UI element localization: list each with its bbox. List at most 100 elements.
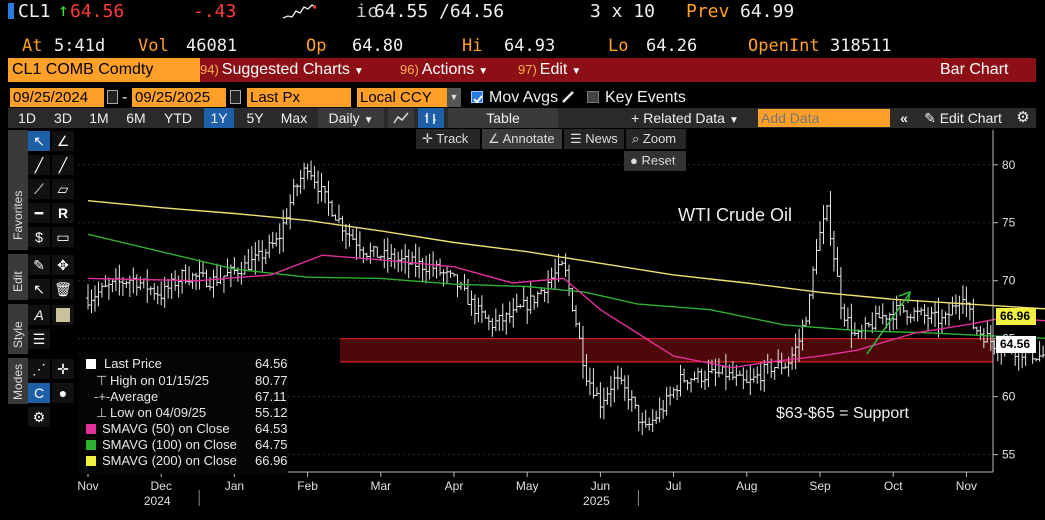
- bar-chart-icon[interactable]: [418, 108, 444, 128]
- pointer-icon[interactable]: ↖: [28, 131, 50, 151]
- legend-sma200[interactable]: SMAVG (200) on Close 66.96: [78, 453, 288, 469]
- tab-style[interactable]: Style: [8, 304, 28, 354]
- period-1m[interactable]: 1M: [89, 110, 109, 126]
- sparkline-icon: [282, 4, 316, 19]
- menu-suggested-charts[interactable]: 94) Suggested Charts ▼: [200, 58, 364, 82]
- menu-edit[interactable]: 97) Edit ▼: [518, 58, 581, 82]
- cycle-mode-icon[interactable]: C: [28, 383, 50, 403]
- add-data-input[interactable]: [758, 109, 890, 127]
- legend-swatch: [86, 456, 96, 466]
- x-tick-label: Oct: [884, 479, 903, 493]
- fill-color-icon[interactable]: [52, 305, 74, 325]
- edit-chart-button[interactable]: ✎ Edit Chart: [916, 108, 1010, 128]
- period-max[interactable]: Max: [280, 110, 308, 126]
- period-1y[interactable]: 1Y: [204, 108, 234, 128]
- support-annotation[interactable]: $63-$65 = Support: [776, 405, 910, 422]
- tab-favorites[interactable]: Favorites: [8, 130, 28, 250]
- x-tick-label: Jun: [591, 479, 610, 493]
- period-1d[interactable]: 1D: [18, 110, 36, 126]
- op-value: 64.80: [352, 36, 404, 56]
- period-5y[interactable]: 5Y: [246, 110, 264, 126]
- openint-value: 318511: [830, 36, 892, 56]
- field-select[interactable]: Last Px: [247, 88, 351, 107]
- pencil-icon[interactable]: [561, 90, 575, 104]
- chart-toolbar: 1D 3D 1M 6M YTD 1Y 5Y Max Daily ▼ Table +…: [8, 108, 1036, 128]
- calendar-icon[interactable]: [107, 90, 118, 104]
- ticker-symbol[interactable]: CL1: [18, 1, 51, 22]
- period-3d[interactable]: 3D: [54, 110, 72, 126]
- related-data-button[interactable]: + Related Data ▼: [620, 108, 750, 128]
- security-field[interactable]: CL1 COMB Comdty: [8, 58, 200, 82]
- crosshair-mode-icon[interactable]: ✛: [52, 359, 74, 379]
- line-style-icon[interactable]: ☰: [28, 329, 50, 349]
- trend-tool-icon[interactable]: ⟋: [28, 179, 50, 199]
- channel-tool-icon[interactable]: ▱: [52, 179, 74, 199]
- angle-tool-icon[interactable]: ∠: [52, 131, 74, 151]
- sma200-price-badge: 66.96: [996, 307, 1036, 325]
- currency-dropdown-icon[interactable]: ▼: [447, 88, 461, 107]
- tab-modes[interactable]: Modes: [8, 358, 28, 404]
- edit-chart-label: Edit Chart: [939, 110, 1002, 126]
- legend-label: SMAVG (100) on Close: [102, 437, 237, 452]
- drawing-tools-panel: Favorites Edit Style Modes ↖ ∠ ╱ ╱ ⟋ ▱ ━…: [8, 128, 78, 428]
- track-button[interactable]: ✛ Track: [416, 129, 480, 149]
- line-tool-icon[interactable]: ╱: [28, 155, 50, 175]
- annotate-button[interactable]: ∠ Annotate: [482, 129, 562, 149]
- support-zone: [340, 338, 993, 362]
- legend-label: Last Price: [104, 356, 162, 371]
- start-date-field[interactable]: 09/25/2024: [10, 88, 104, 107]
- collapse-icon[interactable]: «: [900, 110, 908, 126]
- currency-select[interactable]: Local CCY: [357, 88, 447, 107]
- bid-ask: 64.55 /64.56: [374, 1, 505, 22]
- move-icon[interactable]: ✥: [52, 255, 74, 275]
- retracement-icon[interactable]: R: [52, 203, 74, 223]
- chart-legend[interactable]: Last Price 64.56 ⊤ High on 01/15/25 80.7…: [78, 352, 288, 474]
- table-button[interactable]: Table: [448, 108, 558, 128]
- y-tick-label: 75: [1002, 216, 1016, 230]
- legend-label: High on 01/15/25: [110, 373, 210, 388]
- mov-avgs-checkbox[interactable]: [471, 91, 483, 104]
- legend-last-price[interactable]: Last Price 64.56: [78, 356, 288, 372]
- legend-sma50[interactable]: SMAVG (50) on Close 64.53: [78, 421, 288, 437]
- line-chart-icon[interactable]: [388, 108, 414, 128]
- legend-sma100[interactable]: SMAVG (100) on Close 64.75: [78, 437, 288, 453]
- price-change: -.43: [193, 1, 237, 22]
- frequency-select[interactable]: Daily ▼: [318, 108, 384, 128]
- end-date-field[interactable]: 09/25/2025: [132, 88, 226, 107]
- pencil-icon: ✎: [924, 110, 940, 126]
- period-6m[interactable]: 6M: [126, 110, 146, 126]
- ticker-header: CL1 ↑ 64.56 -.43 ic 64.55 /64.56 3 x 10 …: [0, 0, 1045, 22]
- chart-title-annotation[interactable]: WTI Crude Oil: [678, 205, 792, 225]
- annotate-icon: ∠: [488, 131, 503, 146]
- settings-mode-icon[interactable]: ⚙: [28, 407, 50, 427]
- legend-label: Average: [110, 389, 159, 404]
- news-button[interactable]: ☰ News: [564, 129, 624, 149]
- rectangle-tool-icon[interactable]: ▭: [52, 227, 74, 247]
- legend-value: 66.96: [255, 453, 288, 468]
- check-icon: [473, 95, 483, 104]
- legend-swatch: [86, 359, 96, 369]
- menu-actions[interactable]: 96) Actions ▼: [400, 58, 488, 82]
- dashed-line-icon[interactable]: ⋰: [28, 359, 50, 379]
- hi-label: Hi: [462, 36, 483, 56]
- period-ytd[interactable]: YTD: [164, 110, 192, 126]
- tab-edit[interactable]: Edit: [8, 254, 28, 300]
- caret-down-icon: ▼: [363, 115, 374, 126]
- reset-button[interactable]: ● Reset: [624, 151, 686, 171]
- ray-tool-icon[interactable]: ╱: [52, 155, 74, 175]
- gear-icon[interactable]: ⚙: [1016, 109, 1030, 126]
- chart-type-label[interactable]: Bar Chart: [940, 61, 1009, 78]
- calendar-icon[interactable]: [230, 90, 241, 104]
- key-events-checkbox[interactable]: [587, 91, 599, 103]
- zoom-button[interactable]: ⌕ Zoom: [626, 129, 686, 149]
- text-style-icon[interactable]: A: [28, 305, 50, 325]
- select-arrow-icon[interactable]: ↖: [28, 279, 50, 299]
- trend-arrow[interactable]: [866, 290, 911, 355]
- color-mode-icon[interactable]: ●: [52, 383, 74, 403]
- trash-icon[interactable]: 🗑: [52, 279, 74, 299]
- brush-icon[interactable]: ✎: [28, 255, 50, 275]
- legend-value: 64.75: [255, 437, 288, 452]
- horizontal-line-icon[interactable]: ━: [28, 203, 50, 223]
- dollar-tool-icon[interactable]: $: [28, 227, 50, 247]
